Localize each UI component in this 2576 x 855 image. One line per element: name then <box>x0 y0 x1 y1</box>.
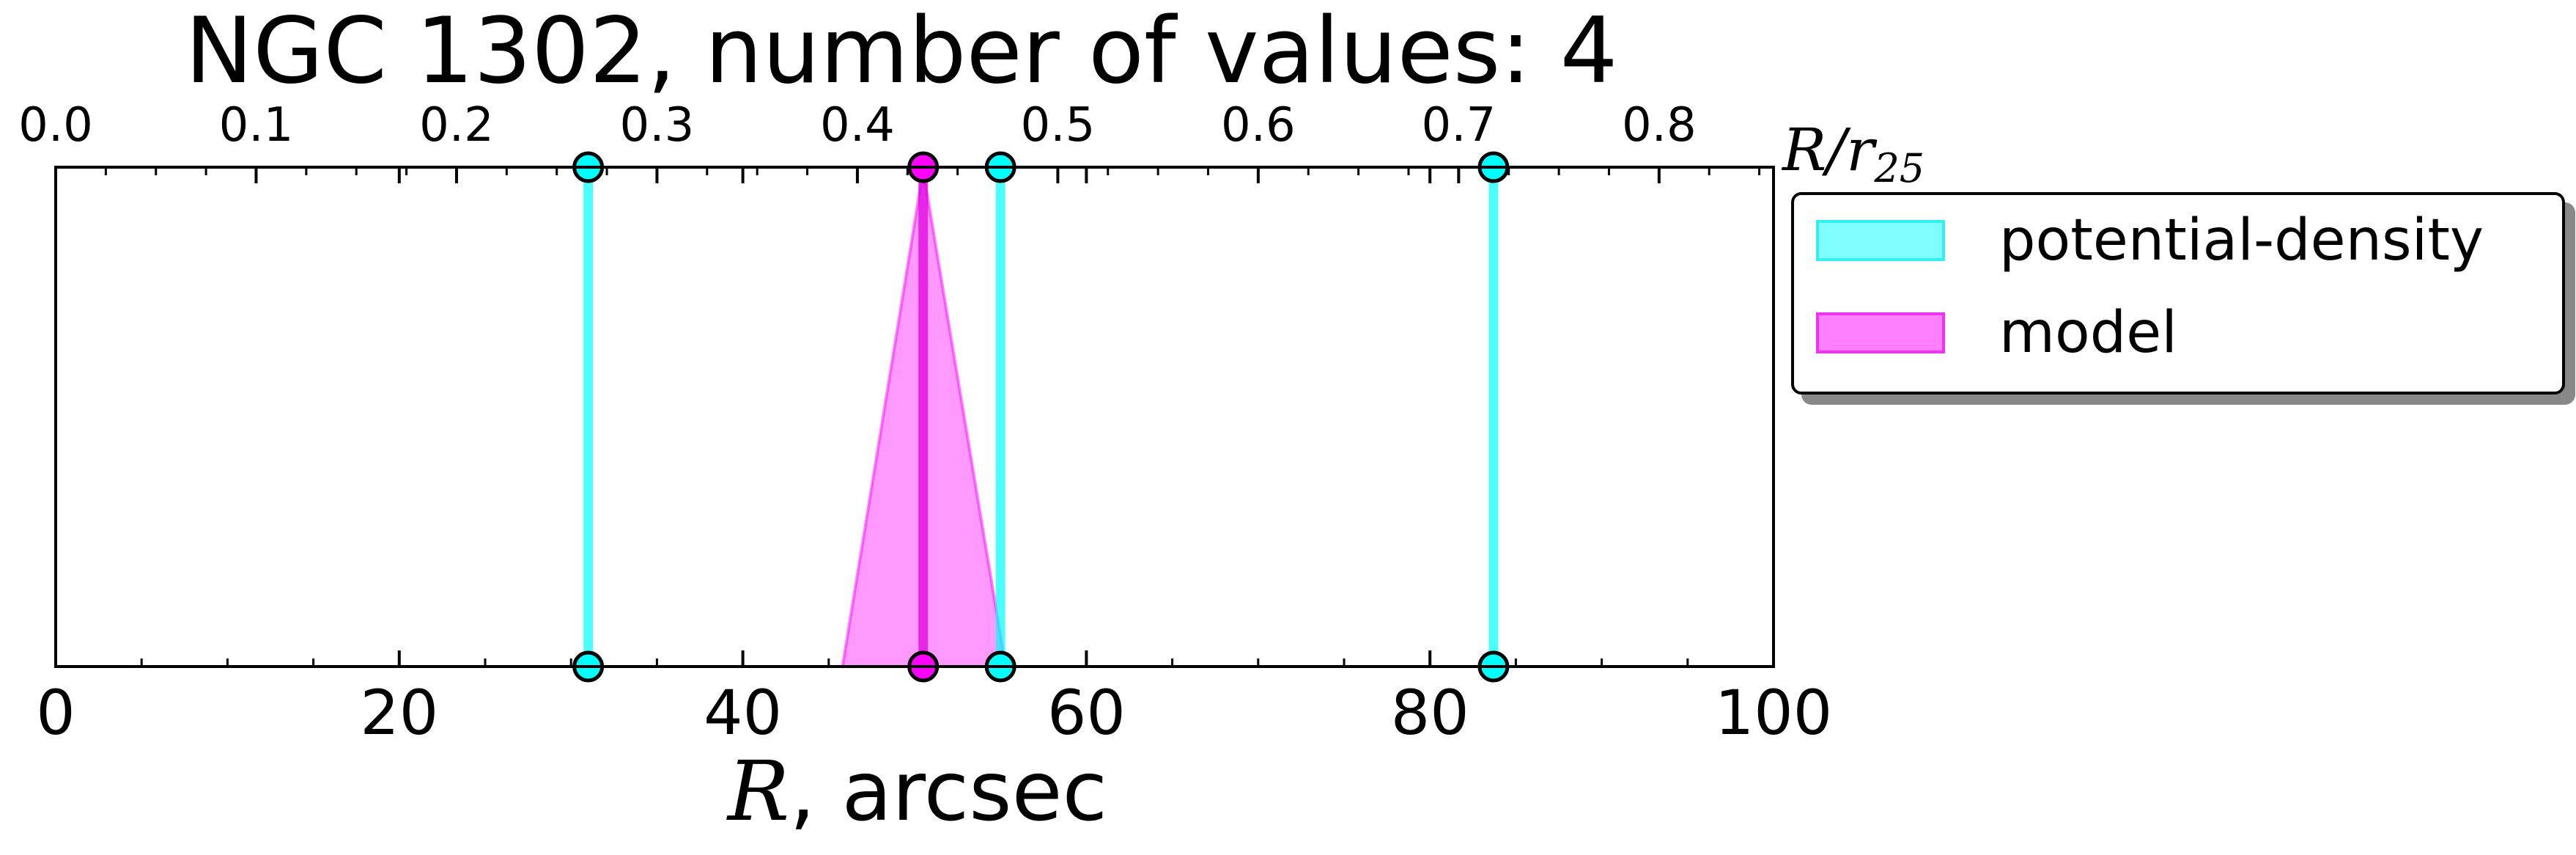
legend-item-potential-density: potential-density <box>1816 208 2484 274</box>
x-tick-label: 20 <box>360 677 438 749</box>
legend-swatch-model <box>1816 312 1945 353</box>
series-layer <box>572 151 1510 683</box>
chart-title: NGC 1302, number of values: 4 <box>185 0 1618 104</box>
top-tick-label: 0.3 <box>620 98 695 153</box>
legend-swatch-potential-density <box>1816 220 1945 261</box>
top-axis-label: R/r25 <box>1781 116 1924 191</box>
x-tick-label: 100 <box>1715 677 1832 749</box>
x-axis-label: R, arcsec <box>726 744 1107 840</box>
top-tick-label: 0.2 <box>419 98 494 153</box>
plot-frame <box>54 166 1775 668</box>
legend: potential-density model <box>1791 192 2565 395</box>
top-tick-label: 0.7 <box>1421 98 1496 153</box>
x-tick-label: 40 <box>704 677 782 749</box>
top-tick-label: 0.4 <box>820 98 895 153</box>
x-tick-label: 80 <box>1391 677 1469 749</box>
top-tick-label: 0.1 <box>219 98 294 153</box>
top-tick-label: 0.0 <box>18 98 93 153</box>
legend-item-model: model <box>1816 300 2177 366</box>
bottom-axis-ticks: 0 20 40 60 80 100 <box>36 167 1832 749</box>
top-tick-label: 0.6 <box>1221 98 1296 153</box>
top-axis-ticks: 0.0 0.1 0.2 0.3 0.4 0.5 0.6 0.7 0.8 <box>18 98 1761 183</box>
legend-label: model <box>1999 300 2177 366</box>
legend-label: potential-density <box>1999 208 2484 274</box>
top-tick-label: 0.5 <box>1021 98 1096 153</box>
x-tick-label: 60 <box>1047 677 1126 749</box>
top-tick-label: 0.8 <box>1622 98 1697 153</box>
x-tick-label: 0 <box>36 677 75 749</box>
